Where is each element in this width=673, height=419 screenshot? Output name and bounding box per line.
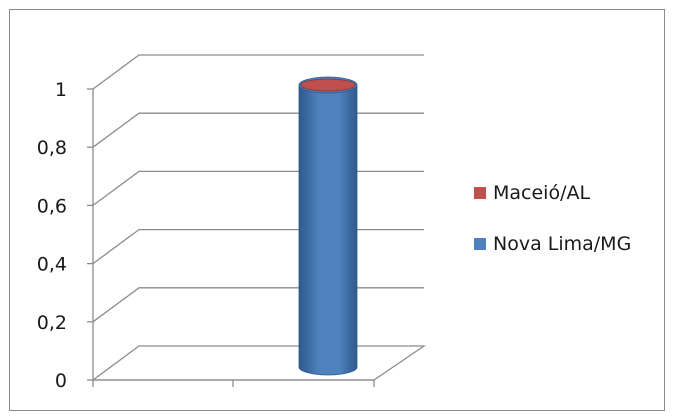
bar-Nova Lima/MG [298,84,358,376]
legend-label: Nova Lima/MG [493,233,631,255]
gridline [92,112,424,148]
bar-top-maceio [300,78,356,92]
plot-floor [91,345,427,381]
y-tick-label: 0,8 [37,137,67,159]
gridline [92,170,424,206]
gridline [92,228,424,265]
y-tick-label: 0,4 [37,254,67,276]
legend-swatch [474,238,486,250]
y-tick-label: 1 [55,79,67,101]
y-tick-label: 0 [55,370,67,392]
gridlines [92,54,424,323]
y-tick-label: 0,2 [37,312,67,334]
gridline [92,54,424,90]
plot-walls [91,345,427,381]
legend: Maceió/AL Nova Lima/MG [474,182,631,255]
axes [87,88,375,387]
y-tick-labels: 0 0,2 0,4 0,6 0,8 1 [37,79,67,392]
bars [298,76,358,376]
gridline [92,287,424,323]
y-tick-label: 0,6 [37,195,67,217]
legend-label: Maceió/AL [493,182,590,204]
legend-swatch [474,187,486,199]
